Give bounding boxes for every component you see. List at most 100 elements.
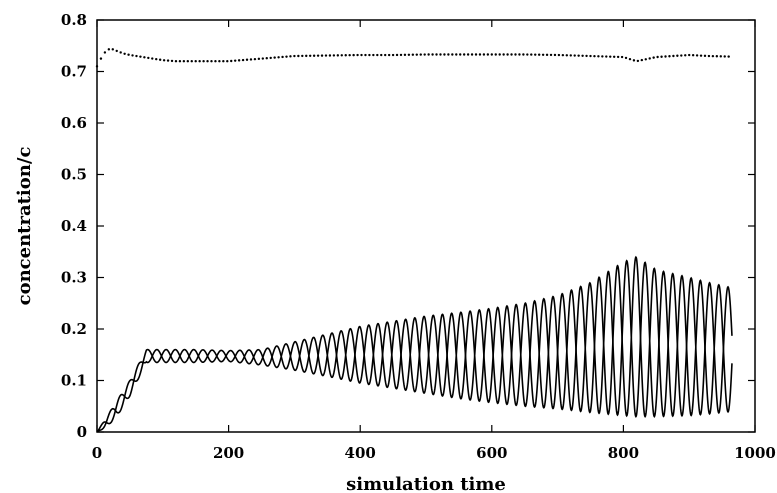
data-point xyxy=(601,55,604,58)
data-point xyxy=(699,54,703,57)
data-point xyxy=(103,51,107,54)
y-tick-label: 0.3 xyxy=(61,269,87,287)
data-point xyxy=(727,55,730,58)
y-tick-label: 0.8 xyxy=(61,11,87,29)
data-point xyxy=(182,60,186,63)
plot-area xyxy=(95,48,733,433)
data-point xyxy=(518,53,521,56)
y-tick-label: 0.2 xyxy=(61,320,87,338)
data-point xyxy=(186,60,190,63)
data-point xyxy=(569,54,572,57)
data-point xyxy=(257,57,261,61)
data-point xyxy=(170,59,174,63)
data-point xyxy=(115,49,118,53)
data-point xyxy=(703,54,707,58)
data-point xyxy=(561,53,565,57)
data-point xyxy=(482,53,486,56)
data-point xyxy=(328,54,332,57)
data-point xyxy=(348,53,351,57)
data-point xyxy=(166,59,170,62)
data-point xyxy=(419,53,422,56)
data-point xyxy=(403,53,407,57)
data-point xyxy=(723,55,726,58)
data-point xyxy=(431,53,434,56)
data-point xyxy=(99,57,103,60)
data-point xyxy=(652,56,655,59)
data-point xyxy=(707,54,711,58)
y-tick-label: 0 xyxy=(77,423,87,441)
data-point xyxy=(443,53,446,56)
data-point xyxy=(162,59,166,62)
data-point xyxy=(384,53,387,57)
x-axis-label: simulation time xyxy=(346,474,506,493)
data-point xyxy=(119,51,122,54)
data-point xyxy=(688,53,691,57)
data-point xyxy=(233,59,237,62)
data-point xyxy=(316,54,320,57)
data-point xyxy=(305,54,308,58)
data-point xyxy=(545,53,549,57)
data-point xyxy=(139,55,142,58)
data-point xyxy=(632,59,636,62)
data-point xyxy=(530,53,533,56)
data-point xyxy=(285,55,288,58)
data-point xyxy=(605,55,608,58)
data-point xyxy=(612,55,616,58)
series-line-1 xyxy=(96,259,733,433)
data-point xyxy=(380,53,383,57)
data-point xyxy=(332,54,336,57)
data-point xyxy=(376,53,379,57)
data-point xyxy=(399,53,403,57)
data-point xyxy=(222,60,225,63)
data-point xyxy=(210,60,213,63)
data-point xyxy=(664,55,667,58)
data-point xyxy=(237,59,241,62)
data-point xyxy=(415,53,418,56)
data-point xyxy=(249,58,253,61)
data-point xyxy=(557,53,561,57)
data-point xyxy=(577,54,580,57)
data-point xyxy=(301,54,304,58)
data-point xyxy=(474,53,478,56)
data-point xyxy=(624,56,628,60)
data-point xyxy=(597,55,600,58)
data-point xyxy=(174,60,178,63)
data-point xyxy=(391,53,395,57)
data-point xyxy=(198,60,201,63)
y-axis-label: concentration/c xyxy=(14,147,35,306)
data-point xyxy=(486,53,490,56)
data-point xyxy=(395,53,399,57)
data-point xyxy=(261,57,265,60)
data-point xyxy=(281,55,284,59)
data-point xyxy=(498,53,501,56)
data-point xyxy=(502,53,505,56)
data-point xyxy=(202,60,205,63)
data-point xyxy=(340,54,343,57)
data-point xyxy=(158,58,162,61)
data-point xyxy=(648,57,651,60)
data-point xyxy=(245,58,249,61)
ticks xyxy=(96,19,756,433)
data-point xyxy=(324,54,328,57)
series-dotted xyxy=(95,48,730,68)
tick-labels: 0 200 400 600 800 1000 0 0.1 0.2 0.3 0.4 0.5 0.6 0.7 0… xyxy=(61,11,776,462)
data-point xyxy=(111,48,114,51)
data-point xyxy=(470,53,474,56)
data-point xyxy=(616,55,620,59)
data-point xyxy=(155,57,158,61)
data-point xyxy=(147,56,150,60)
data-point xyxy=(668,55,671,58)
x-tick-label: 400 xyxy=(345,444,376,462)
data-point xyxy=(336,54,340,57)
data-point xyxy=(289,55,292,58)
data-point xyxy=(127,53,130,56)
data-point xyxy=(277,56,280,59)
data-point xyxy=(435,53,438,56)
data-point xyxy=(636,59,640,63)
data-point xyxy=(194,60,197,63)
data-point xyxy=(640,58,644,62)
data-point xyxy=(514,53,517,56)
y-tick-label: 0.6 xyxy=(61,114,87,132)
data-point xyxy=(411,53,415,56)
y-tick-label: 0.7 xyxy=(61,63,87,81)
